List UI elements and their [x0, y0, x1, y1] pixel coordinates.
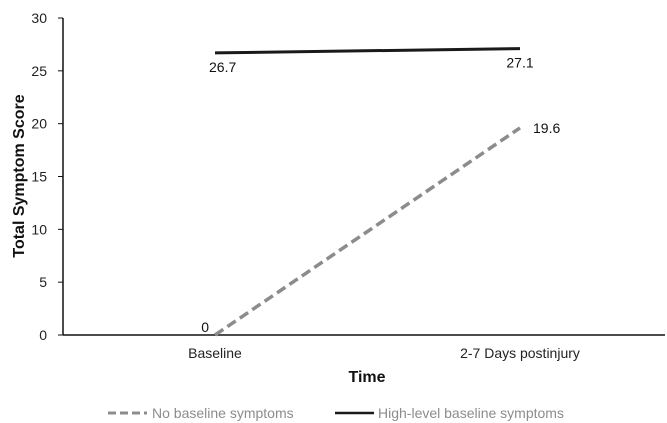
x-tick-label: Baseline — [188, 345, 242, 361]
data-label: 27.1 — [506, 55, 533, 71]
y-tick-label: 25 — [31, 63, 47, 79]
legend: No baseline symptoms High-level baseline … — [108, 405, 564, 421]
data-label: 0 — [201, 319, 209, 335]
y-tick-label: 0 — [39, 327, 47, 343]
axes — [62, 18, 665, 336]
data-label: 26.7 — [209, 59, 236, 75]
y-tick-label: 15 — [31, 169, 47, 185]
series-line-high-level-baseline-symptoms — [214, 47, 521, 55]
legend-label: High-level baseline symptoms — [378, 405, 564, 421]
y-axis-title: Total Symptom Score — [11, 94, 28, 257]
y-tick-label: 10 — [31, 221, 47, 237]
data-labels: 0 19.6 26.7 27.1 — [201, 55, 560, 335]
x-axis-title: Time — [348, 369, 385, 386]
y-axis-ticks: 0 5 10 15 20 25 30 — [31, 10, 63, 343]
x-tick-label: 2-7 Days postinjury — [460, 345, 580, 361]
series-line-no-baseline-symptoms — [214, 126, 521, 337]
x-axis-ticks: Baseline 2-7 Days postinjury — [188, 345, 580, 361]
series-lines — [214, 47, 521, 337]
legend-label: No baseline symptoms — [152, 405, 294, 421]
data-label: 19.6 — [533, 120, 560, 136]
y-tick-label: 5 — [39, 274, 47, 290]
y-tick-label: 30 — [31, 10, 47, 26]
y-tick-label: 20 — [31, 116, 47, 132]
